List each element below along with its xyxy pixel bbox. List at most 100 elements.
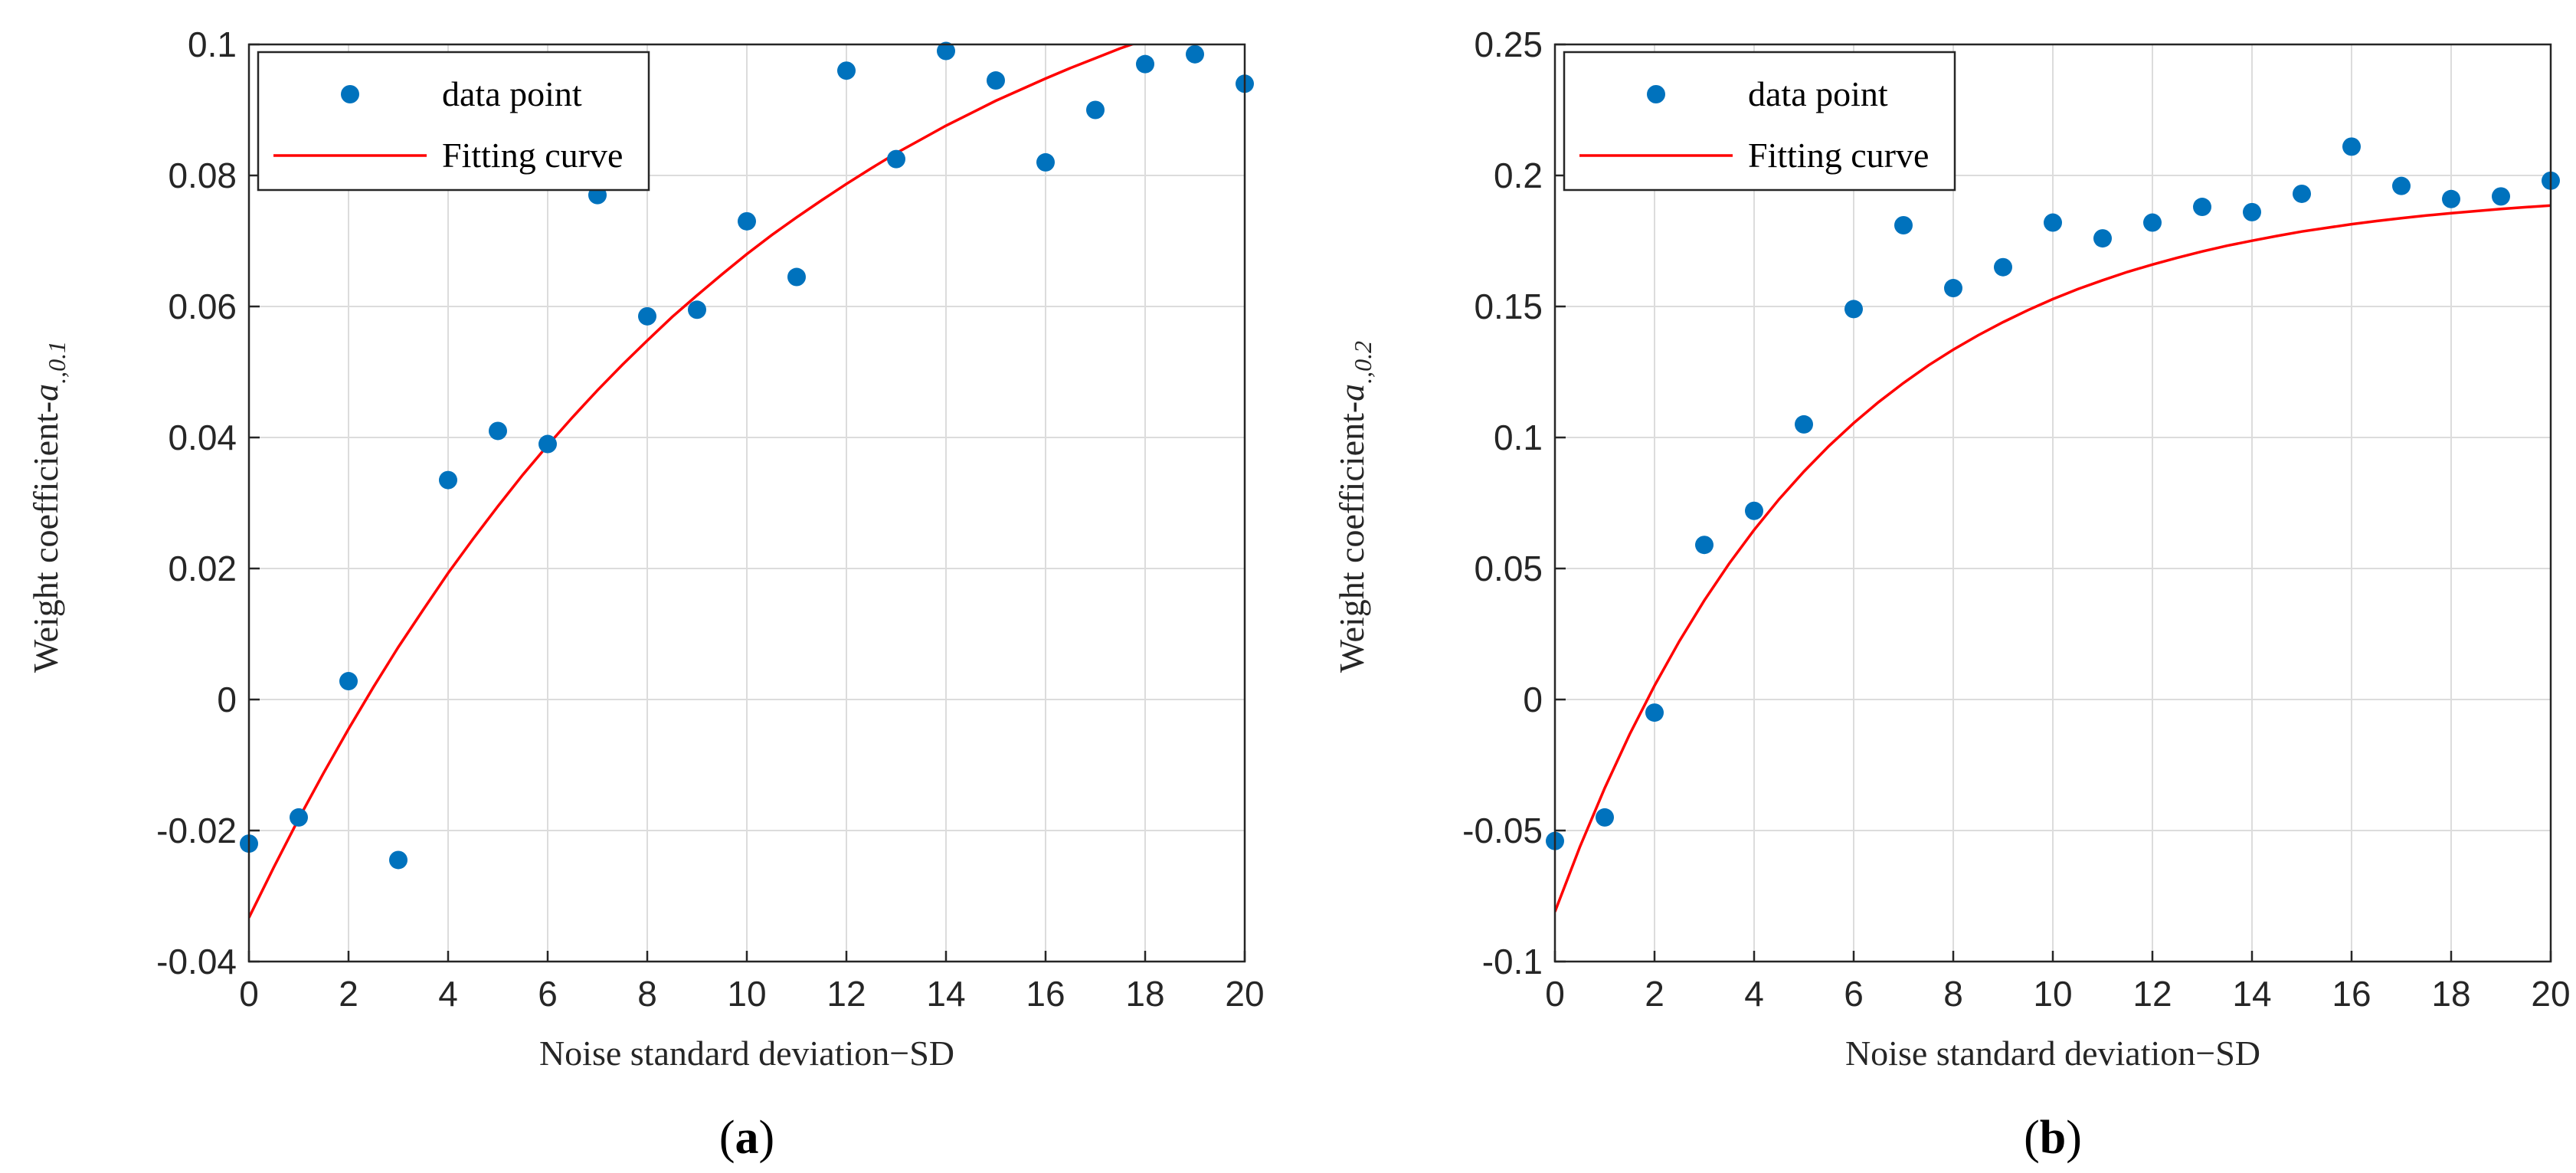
data-point (538, 434, 557, 454)
x-tick-label: 10 (727, 974, 766, 1014)
data-point (1745, 501, 1763, 520)
x-tick-label: 0 (1545, 974, 1565, 1014)
data-point (339, 672, 358, 691)
x-tick-label: 4 (438, 974, 458, 1014)
y-tick-label: 0.2 (1494, 156, 1543, 195)
data-point (1994, 257, 2012, 277)
y-tick-label: 0.06 (168, 287, 237, 326)
panel-caption: (b) (2024, 1112, 2082, 1164)
legend-box (257, 51, 650, 192)
fitting-curve-line (1555, 204, 2551, 913)
x-tick-label: 16 (1026, 974, 1065, 1014)
x-tick-label: 16 (2332, 974, 2371, 1014)
data-point (738, 211, 756, 231)
data-point (2093, 229, 2112, 248)
chart-panel-a: 0 2 4 6 8 10 12 14 16 18 20 -0.04 -0.02 0 0.02 0.04 0.06… (26, 25, 1265, 1164)
y-axis-label-text: Weight coefficient- (26, 401, 65, 673)
x-tick-label: 12 (826, 974, 866, 1014)
y-tick-label: 0.25 (1474, 25, 1543, 64)
data-point (290, 808, 308, 827)
x-tick-label: 14 (926, 974, 965, 1014)
axes-frame (1553, 43, 2552, 963)
legend-label: data point (1748, 74, 1888, 113)
y-tick-label: 0.02 (168, 549, 237, 588)
data-point (1944, 279, 1962, 298)
data-point (2044, 213, 2062, 232)
data-point (1136, 54, 1154, 74)
data-point (2492, 187, 2510, 206)
data-point (837, 61, 856, 80)
x-axis-label: Noise standard deviation−SD (539, 1034, 954, 1073)
x-tick-label: 18 (2431, 974, 2470, 1014)
data-point (688, 300, 706, 319)
data-point (1186, 44, 1204, 64)
y-tick-label: -0.02 (156, 811, 237, 850)
y-tick-label: 0 (1523, 680, 1543, 719)
legend-box (1563, 51, 1956, 192)
y-tick-label: 0.04 (168, 418, 237, 457)
y-axis-label-text: Weight coefficient- (1332, 401, 1371, 673)
data-point (1894, 215, 1913, 234)
data-point (389, 850, 408, 870)
chart-panel-b: 0 2 4 6 8 10 12 14 16 18 20 -0.1 -0.05 0 0.05 0.1 0.15 0.… (1332, 25, 2571, 1164)
data-point (1596, 808, 1614, 827)
data-point (2143, 213, 2162, 232)
y-tick-label: 0.15 (1474, 287, 1543, 326)
y-axis-label: Weight coefficient-a.,0.2 (1332, 341, 1376, 673)
data-point (2392, 176, 2411, 195)
data-point (1795, 414, 1813, 434)
y-tick-label: -0.04 (156, 942, 237, 981)
x-tick-label: 4 (1744, 974, 1764, 1014)
panel-caption-letter: b (2040, 1112, 2066, 1164)
data-point (1645, 703, 1664, 722)
x-tick-label: 14 (2232, 974, 2271, 1014)
x-tick-label: 0 (239, 974, 259, 1014)
y-tick-label: 0.05 (1474, 549, 1543, 588)
x-tick-label: 2 (339, 974, 358, 1014)
x-tick-label: 20 (1225, 974, 1264, 1014)
x-tick-label: 6 (1844, 974, 1864, 1014)
x-tick-label: 8 (637, 974, 657, 1014)
y-axis-label-symbol: a (26, 384, 65, 401)
data-point (2193, 198, 2211, 217)
y-axis-label: Weight coefficient-a.,0.1 (26, 341, 70, 673)
data-point (1086, 100, 1105, 120)
fitting-curve-line (249, 44, 1136, 919)
x-tick-label: 8 (1943, 974, 1963, 1014)
axes-frame (247, 43, 1246, 963)
data-point (2342, 137, 2361, 156)
legend-marker-data-point (341, 85, 359, 103)
y-tick-label: -0.1 (1482, 942, 1543, 981)
x-tick-label: 6 (538, 974, 558, 1014)
y-tick-label: 0.1 (1494, 418, 1543, 457)
data-point (2293, 184, 2311, 203)
y-tick-label: 0.1 (188, 25, 237, 64)
legend-marker-data-point (1647, 85, 1665, 103)
legend-label: Fitting curve (442, 136, 623, 175)
data-point (787, 267, 806, 287)
data-point (638, 306, 656, 326)
x-tick-label: 10 (2033, 974, 2072, 1014)
x-tick-label: 20 (2531, 974, 2570, 1014)
legend-label: Fitting curve (1748, 136, 1929, 175)
y-axis-label-subscript: .,0.1 (43, 341, 70, 384)
y-tick-label: -0.05 (1462, 811, 1543, 850)
panel-caption-letter: a (735, 1112, 759, 1164)
y-tick-label: 0.08 (168, 156, 237, 195)
data-point (489, 421, 507, 441)
data-point (987, 71, 1005, 90)
data-point (1695, 536, 1714, 555)
x-tick-label: 2 (1645, 974, 1664, 1014)
data-point (937, 41, 955, 61)
x-tick-label: 18 (1125, 974, 1164, 1014)
y-axis-label-subscript: .,0.2 (1349, 341, 1376, 384)
data-point (1844, 300, 1863, 319)
panel-caption: (a) (719, 1112, 774, 1164)
data-point (2442, 189, 2460, 208)
data-point (2243, 202, 2261, 221)
y-tick-label: 0 (217, 680, 237, 719)
legend-label: data point (442, 74, 582, 113)
x-tick-label: 12 (2132, 974, 2172, 1014)
data-point (1036, 152, 1055, 172)
